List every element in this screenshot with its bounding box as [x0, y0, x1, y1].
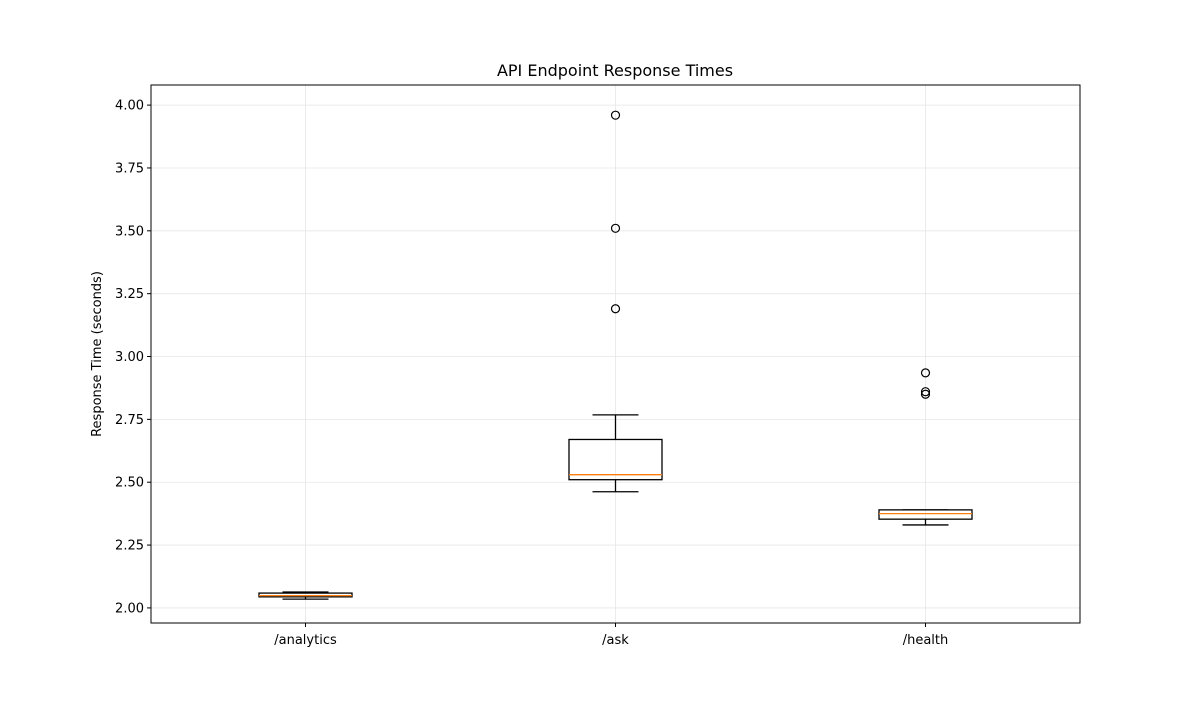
box-layer	[258, 110, 973, 600]
x-tick-label: /analytics	[274, 633, 337, 648]
outlier-point	[920, 368, 931, 378]
outlier-point	[610, 110, 621, 120]
box-group-analytics	[258, 591, 353, 600]
outlier-point	[920, 387, 931, 397]
y-tick-label: 3.50	[115, 224, 144, 239]
y-tick-label: 2.75	[115, 413, 144, 428]
box-group-ask	[568, 110, 663, 493]
outlier-point	[920, 389, 931, 399]
box-group-health	[878, 368, 973, 526]
y-tick-label: 2.50	[115, 476, 144, 491]
y-tick-label: 2.25	[115, 539, 144, 554]
iqr-box	[878, 509, 973, 520]
y-tick-label: 4.00	[115, 99, 144, 114]
grid-layer	[151, 85, 1080, 623]
iqr-box	[568, 438, 663, 481]
y-tick-label: 3.25	[115, 287, 144, 302]
y-tick-label: 3.75	[115, 161, 144, 176]
y-axis-label: Response Time (seconds)	[90, 271, 105, 437]
y-tick-label: 2.00	[115, 601, 144, 616]
outlier-point	[610, 304, 621, 314]
x-tick-label: /ask	[602, 633, 629, 648]
x-tick-label: /health	[903, 633, 949, 648]
y-tick-label: 3.00	[115, 350, 144, 365]
axis-layer: 2.00 2.25 2.50 2.75 3.00 3.25 3.50 3.75 4.00/ana…	[115, 99, 948, 648]
outlier-point	[610, 223, 621, 233]
chart-title: API Endpoint Response Times	[497, 61, 733, 80]
